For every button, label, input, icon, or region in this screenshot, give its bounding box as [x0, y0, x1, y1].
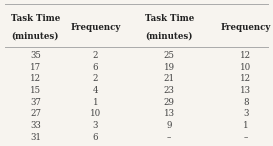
- Text: 19: 19: [164, 63, 175, 72]
- Text: 9: 9: [167, 121, 172, 130]
- Text: 15: 15: [30, 86, 41, 95]
- Text: 21: 21: [164, 74, 175, 83]
- Text: 1: 1: [243, 121, 248, 130]
- Text: 10: 10: [240, 63, 251, 72]
- Text: 6: 6: [93, 133, 98, 142]
- Text: 2: 2: [93, 51, 98, 60]
- Text: 12: 12: [240, 74, 251, 83]
- Text: –: –: [244, 133, 248, 142]
- Text: Frequency: Frequency: [221, 23, 271, 32]
- Text: 2: 2: [93, 74, 98, 83]
- Text: (minutes): (minutes): [146, 32, 193, 41]
- Text: 8: 8: [243, 98, 248, 107]
- Text: Task Time: Task Time: [145, 14, 194, 24]
- Text: 31: 31: [30, 133, 41, 142]
- Text: 3: 3: [243, 109, 248, 118]
- Text: 13: 13: [240, 86, 251, 95]
- Text: (minutes): (minutes): [12, 32, 59, 41]
- Text: 35: 35: [30, 51, 41, 60]
- Text: 27: 27: [30, 109, 41, 118]
- Text: 12: 12: [240, 51, 251, 60]
- Text: 10: 10: [90, 109, 101, 118]
- Text: 25: 25: [164, 51, 175, 60]
- Text: 3: 3: [93, 121, 98, 130]
- Text: 13: 13: [164, 109, 175, 118]
- Text: 1: 1: [93, 98, 98, 107]
- Text: Frequency: Frequency: [70, 23, 121, 32]
- Text: 23: 23: [164, 86, 175, 95]
- Text: 4: 4: [93, 86, 98, 95]
- Text: –: –: [167, 133, 171, 142]
- Text: 37: 37: [30, 98, 41, 107]
- Text: 17: 17: [30, 63, 41, 72]
- Text: Task Time: Task Time: [11, 14, 60, 24]
- Text: 33: 33: [30, 121, 41, 130]
- Text: 12: 12: [30, 74, 41, 83]
- Text: 6: 6: [93, 63, 98, 72]
- Text: 29: 29: [164, 98, 175, 107]
